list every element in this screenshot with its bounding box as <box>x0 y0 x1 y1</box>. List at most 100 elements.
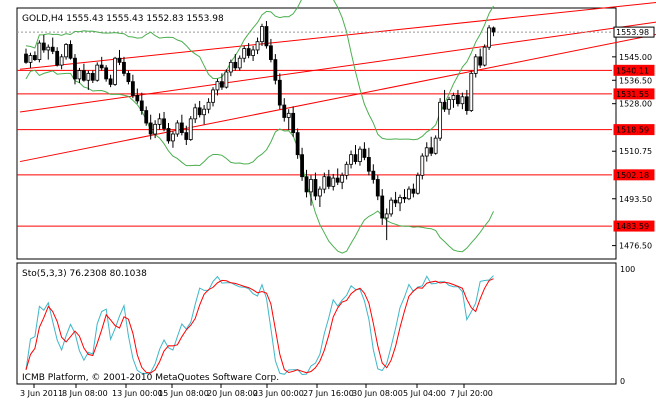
candle-body <box>86 72 91 81</box>
trend-line <box>19 2 656 70</box>
candle-body <box>269 45 273 61</box>
candle-body <box>313 179 318 197</box>
candle-body <box>464 96 469 111</box>
candle-body <box>73 57 77 80</box>
candle-body <box>326 176 331 187</box>
candle-body <box>104 67 109 80</box>
candle-body <box>420 155 425 176</box>
candle-body <box>81 70 86 81</box>
candle-body <box>264 26 269 47</box>
candle-body <box>295 132 300 156</box>
x-tick-label: 20 Jun 08:00 <box>207 389 258 398</box>
candle-body <box>366 157 371 172</box>
candle-body <box>50 46 55 52</box>
candle-body <box>429 147 434 154</box>
axis-layer: 1545.00 1536.50 1528.00 1510.75 1493.50 1476.… <box>20 26 655 398</box>
candle-body <box>277 79 282 106</box>
candle-body <box>340 174 345 183</box>
candle-body <box>228 61 233 73</box>
candle-body <box>331 177 336 187</box>
x-tick-label: 27 Jun 16:00 <box>303 389 354 398</box>
candle-body <box>224 71 229 88</box>
chart-title: GOLD,H4 1555.43 1555.43 1552.83 1553.98 <box>22 14 224 24</box>
candle-body <box>59 56 64 66</box>
y-tick-label: 1536.50 <box>619 76 652 85</box>
candle-body <box>202 108 207 116</box>
candle-body <box>438 101 443 139</box>
candle-body <box>113 57 117 85</box>
candle-body <box>211 89 215 103</box>
bands-layer <box>25 0 494 254</box>
candles-layer <box>24 21 496 241</box>
lower-band <box>25 69 494 254</box>
candle-body <box>358 148 362 162</box>
candle-body <box>108 78 113 85</box>
candle-body <box>469 72 474 111</box>
candle-body <box>335 177 340 183</box>
candle-body <box>273 59 278 81</box>
price-label-box <box>613 88 655 100</box>
candle-body <box>291 112 296 134</box>
candle-body <box>99 64 104 69</box>
x-tick-label: 8 Jun 08:00 <box>62 389 108 398</box>
candle-body <box>139 100 144 111</box>
candle-body <box>197 107 202 116</box>
candle-body <box>460 96 465 105</box>
y-tick-label: 1476.50 <box>619 242 652 251</box>
candle-body <box>389 199 394 215</box>
candle-body <box>255 41 260 51</box>
candle-body <box>456 95 460 105</box>
candle-body <box>64 44 68 58</box>
stochastic-signal-line <box>25 278 494 374</box>
price-label-text: 1553.98 <box>616 28 649 37</box>
y-tick-label: 1528.00 <box>619 100 652 109</box>
x-tick-label: 30 Jun 08:00 <box>352 389 403 398</box>
candle-body <box>46 46 51 51</box>
candle-body <box>282 104 287 118</box>
price-label-box <box>613 169 655 181</box>
candle-body <box>33 55 37 61</box>
candle-body <box>157 118 162 125</box>
candle-body <box>220 81 224 88</box>
candle-body <box>206 101 211 110</box>
price-label-text: 1502.18 <box>616 171 649 180</box>
candle-body <box>371 170 376 180</box>
candle-body <box>393 199 398 204</box>
candle-body <box>487 27 491 48</box>
candle-body <box>344 163 349 176</box>
price-label-box <box>613 64 655 76</box>
candle-body <box>233 61 238 69</box>
price-label-box <box>613 220 655 232</box>
candle-body <box>242 48 247 59</box>
candle-body <box>188 118 193 140</box>
stoch-tick-100: 100 <box>620 265 635 274</box>
x-tick-label: 5 Jul 04:00 <box>403 389 446 398</box>
x-tick-label: 13 Jun 00:00 <box>112 389 163 398</box>
stoch-tick-0: 0 <box>620 377 625 386</box>
candle-body <box>237 57 242 69</box>
y-tick-label: 1493.50 <box>619 195 652 204</box>
price-label-box <box>613 26 655 38</box>
candle-body <box>24 53 28 63</box>
candle-body <box>166 128 171 142</box>
candle-body <box>447 99 451 110</box>
y-tick-label: 1545.00 <box>619 53 652 62</box>
candle-body <box>473 56 478 74</box>
candle-body <box>380 195 385 219</box>
candle-body <box>162 118 166 129</box>
candle-body <box>300 154 304 178</box>
stochastic-lines <box>25 275 494 376</box>
x-tick-label: 15 Jun 08:00 <box>158 389 209 398</box>
candle-body <box>415 174 420 194</box>
price-label-text: 1531.55 <box>616 90 649 99</box>
candle-body <box>491 27 496 33</box>
candle-body <box>384 213 389 219</box>
candle-body <box>309 179 313 193</box>
candle-body <box>433 137 438 154</box>
candle-body <box>304 176 309 193</box>
candle-body <box>28 55 33 63</box>
candle-body <box>184 132 189 140</box>
price-label-text: 1540.11 <box>616 66 649 75</box>
candle-body <box>144 110 149 124</box>
